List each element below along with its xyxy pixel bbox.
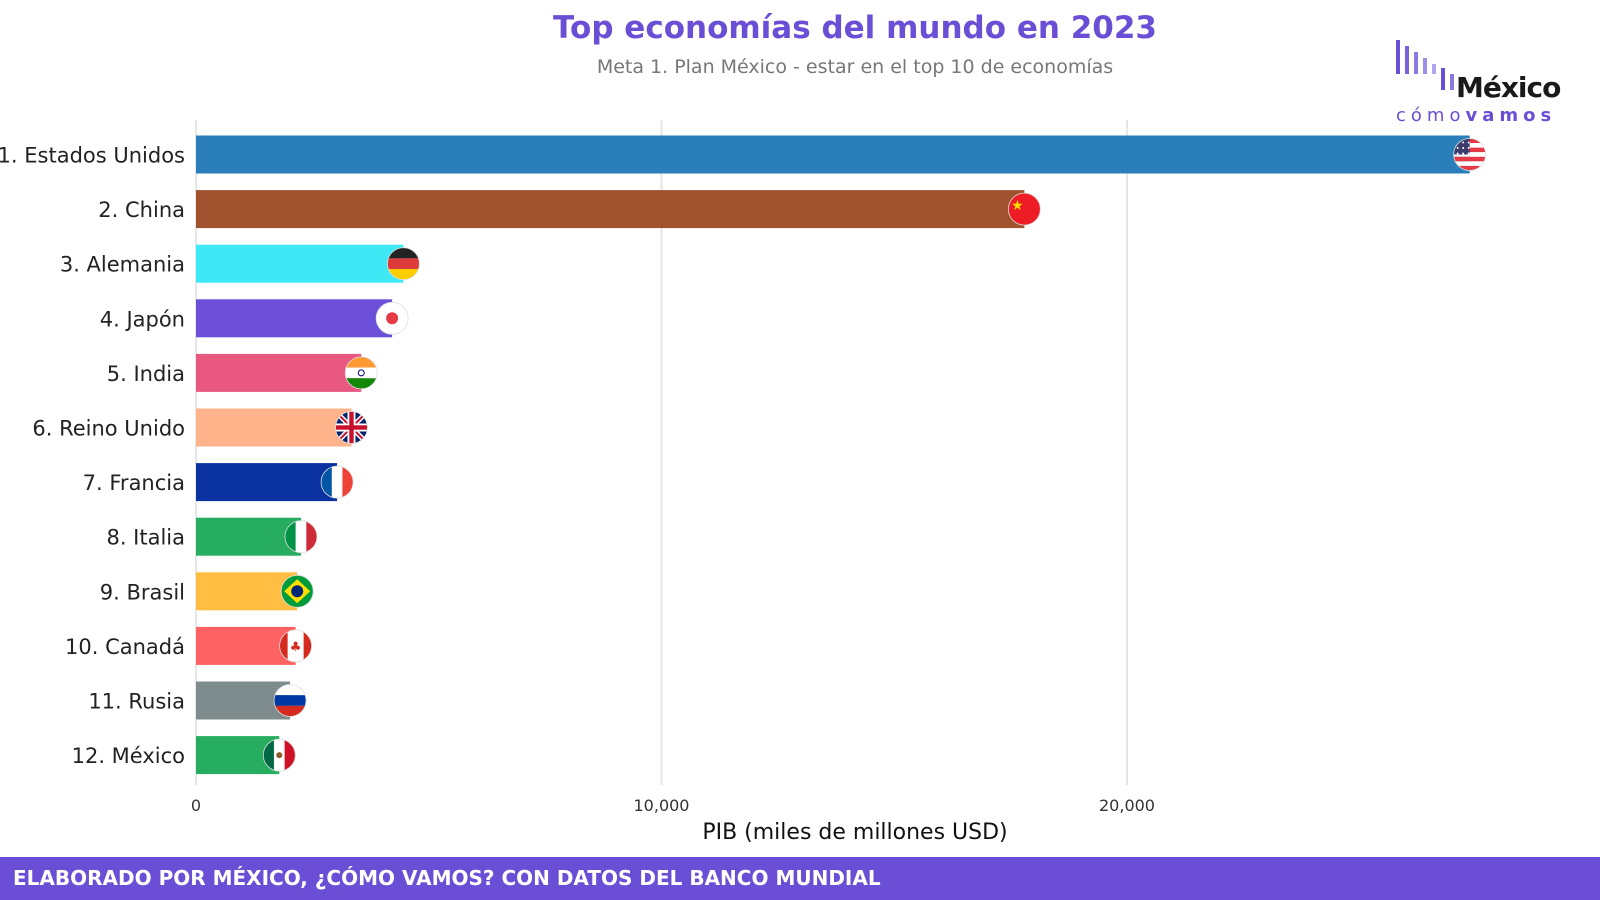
russia-flag-icon [273, 684, 307, 717]
x-axis-title: PIB (miles de millones USD) [702, 820, 1007, 845]
india-flag-icon [344, 356, 378, 390]
x-axis-ticks: 0 10,000 20,000 [191, 796, 1155, 815]
chart-subtitle: Meta 1. Plan México - estar en el top 10… [596, 56, 1114, 78]
germany-flag-icon [387, 247, 420, 281]
bar [196, 135, 1470, 174]
bar [196, 517, 301, 556]
svg-text:♣: ♣ [290, 640, 302, 655]
mexico-flag-icon [262, 738, 296, 772]
china-flag-icon: ★ [1007, 192, 1041, 226]
italy-flag-icon [284, 520, 318, 554]
mexico-como-vamos-logo: México cómovamos [1390, 40, 1580, 126]
logo-tagline-light: cómo [1396, 105, 1466, 126]
bar [196, 572, 298, 611]
bar [196, 190, 1025, 229]
category-label: 12. México [72, 744, 185, 768]
category-label: 8. Italia [106, 526, 185, 550]
category-label: 5. India [107, 362, 185, 386]
brazil-flag-icon [280, 574, 314, 608]
category-label: 3. Alemania [60, 253, 185, 277]
category-label: 4. Japón [100, 307, 185, 331]
category-label: 11. Rusia [88, 690, 185, 714]
japan-flag-icon [375, 301, 409, 335]
bar [196, 408, 352, 447]
bars [196, 135, 1470, 775]
logo-tagline-bold: vamos [1465, 105, 1557, 126]
bar [196, 626, 296, 665]
category-label: 10. Canadá [65, 635, 185, 659]
svg-text:★: ★ [1011, 198, 1024, 214]
flags: ★♣ [262, 138, 1487, 772]
logo-bars-icon [1396, 40, 1454, 90]
bar [196, 299, 393, 338]
category-labels: 1. Estados Unidos 2. China 3. Alemania 4. J… [0, 144, 185, 769]
bar [196, 353, 362, 392]
canada-flag-icon: ♣ [279, 629, 313, 663]
logo-tagline: cómovamos [1396, 105, 1556, 126]
x-tick-label: 10,000 [634, 796, 690, 815]
category-label: 7. Francia [83, 471, 185, 495]
logo-word: México [1456, 71, 1561, 104]
source-footer: ELABORADO POR MÉXICO, ¿CÓMO VAMOS? CON D… [0, 857, 1600, 900]
category-label: 9. Brasil [100, 580, 185, 604]
bar [196, 244, 404, 283]
x-tick-label: 0 [191, 796, 201, 815]
bar [196, 463, 338, 502]
france-flag-icon [320, 465, 354, 499]
uk-flag-icon [335, 411, 368, 444]
grid-lines [195, 120, 1128, 785]
category-label: 1. Estados Unidos [0, 144, 185, 168]
category-label: 2. China [98, 198, 185, 222]
x-tick-label: 20,000 [1099, 796, 1155, 815]
us-flag-icon [1453, 138, 1487, 171]
chart-title: Top economías del mundo en 2023 [553, 10, 1157, 46]
category-label: 6. Reino Unido [32, 417, 185, 441]
